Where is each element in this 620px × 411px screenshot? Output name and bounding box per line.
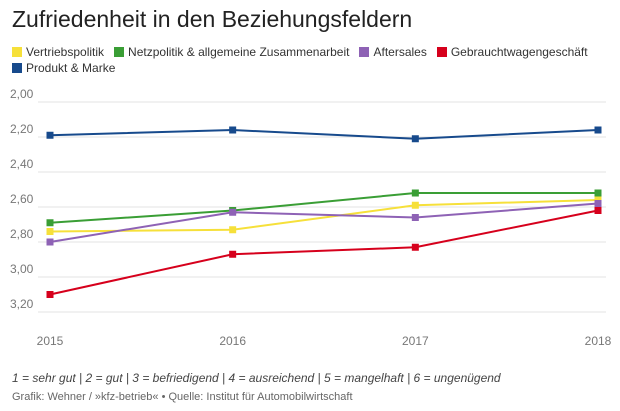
data-point <box>46 219 54 227</box>
data-point <box>229 208 237 216</box>
legend: Vertriebspolitik Netzpolitik & allgemeine… <box>12 44 612 76</box>
series-line <box>49 128 599 140</box>
legend-label: Netzpolitik & allgemeine Zusammenarbeit <box>128 45 350 59</box>
y-tick-label: 2,60 <box>10 192 34 206</box>
legend-item: Aftersales <box>359 44 427 60</box>
legend-item: Vertriebspolitik <box>12 44 104 60</box>
y-tick-label: 2,40 <box>10 157 34 171</box>
data-point <box>411 135 419 143</box>
legend-label: Gebrauchtwagengeschäft <box>450 45 588 59</box>
y-tick-label: 3,20 <box>10 297 34 311</box>
y-tick-label: 3,00 <box>10 262 34 276</box>
data-point <box>594 207 602 214</box>
series-line <box>49 202 599 243</box>
source-credit: Grafik: Wehner / »kfz-betrieb« • Quelle:… <box>12 391 353 403</box>
x-tick-label: 2018 <box>585 334 612 348</box>
legend-swatch <box>114 47 125 57</box>
data-point <box>411 201 419 209</box>
data-point <box>594 200 602 207</box>
y-tick-label: 2,80 <box>10 227 34 241</box>
y-tick-label: 2,20 <box>10 122 34 136</box>
data-point <box>411 214 419 221</box>
data-point <box>229 126 237 134</box>
x-tick-label: 2016 <box>219 334 246 348</box>
legend-label: Vertriebspolitik <box>26 45 105 59</box>
data-point <box>46 228 54 235</box>
legend-item: Netzpolitik & allgemeine Zusammenarbeit <box>114 44 349 60</box>
data-point <box>46 238 54 246</box>
legend-swatch <box>12 63 22 73</box>
data-point <box>594 189 602 197</box>
x-tick-label: 2015 <box>37 334 64 348</box>
data-point <box>46 131 54 139</box>
legend-swatch <box>359 47 370 57</box>
data-point <box>411 189 419 197</box>
data-point <box>594 126 602 134</box>
data-point <box>411 243 419 251</box>
series-line <box>49 209 599 296</box>
legend-item: Produkt & Marke <box>12 60 115 76</box>
legend-label: Aftersales <box>373 45 427 59</box>
chart-title: Zufriedenheit in den Beziehungsfeldern <box>12 6 413 32</box>
data-point <box>229 250 237 258</box>
legend-swatch <box>436 47 447 57</box>
legend-swatch <box>12 47 22 57</box>
data-point <box>229 226 237 234</box>
series-line <box>49 199 599 233</box>
series-line <box>49 192 598 224</box>
y-tick-label: 2,00 <box>10 87 34 101</box>
data-point <box>46 291 54 298</box>
x-tick-label: 2017 <box>402 334 429 348</box>
legend-item: Gebrauchtwagengeschäft <box>436 44 588 60</box>
legend-label: Produkt & Marke <box>26 61 116 75</box>
grade-note: 1 = sehr gut | 2 = gut | 3 = befriedigen… <box>12 371 501 385</box>
plot-area: 2,00 2,20 2,40 2,60 2,80 3,00 3,20 2015 2016 2017… <box>10 87 612 348</box>
